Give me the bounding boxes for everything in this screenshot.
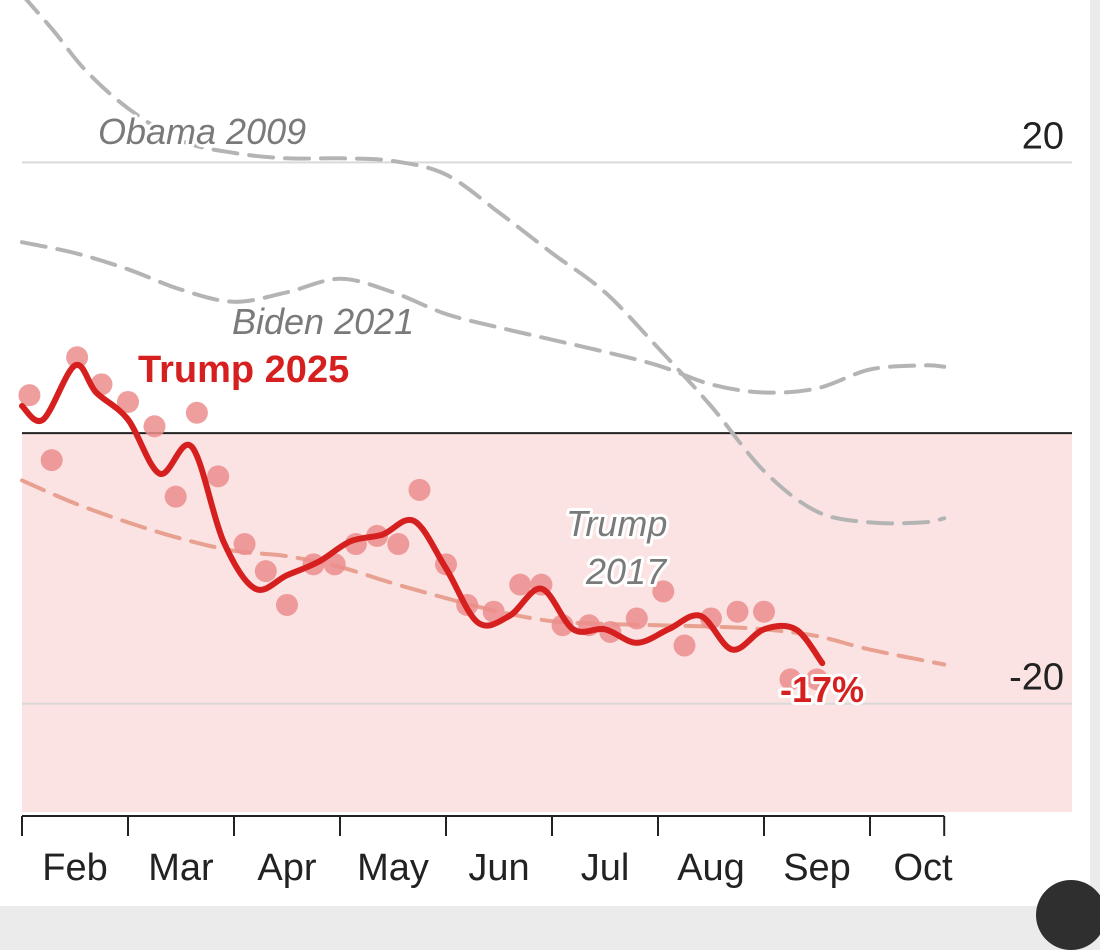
series-line-biden-2021 <box>20 240 947 395</box>
poll-point <box>233 533 256 556</box>
label-latest-value: -17% <box>780 669 864 710</box>
poll-point <box>117 390 139 413</box>
label-trump-2017-line1: Trump <box>566 503 667 544</box>
poll-point <box>185 401 208 424</box>
poll-point <box>408 478 431 501</box>
poll-point <box>673 634 696 657</box>
x-tick-label-oct: Oct <box>893 847 953 889</box>
y-tick-label-0: 20 <box>1022 115 1064 157</box>
poll-point <box>276 593 298 616</box>
poll-point <box>323 553 346 576</box>
poll-point <box>806 668 828 691</box>
poll-point <box>207 465 230 488</box>
poll-point <box>509 573 532 596</box>
poll-point <box>387 533 410 556</box>
label-trump-2017-line2: 2017 <box>585 551 668 592</box>
chart-card: 20 -20 Obama 2009 Biden 2021 Trump 2025 Trum… <box>0 0 1090 906</box>
poll-point <box>700 607 722 630</box>
series-line-trump-2025 <box>19 361 826 667</box>
poll-point <box>625 607 648 630</box>
poll-point <box>652 580 675 603</box>
x-tick-label-may: May <box>357 847 429 889</box>
x-tick-label-aug: Aug <box>677 847 745 889</box>
poll-point <box>254 560 277 583</box>
corner-avatar <box>1036 880 1100 950</box>
poll-point <box>164 485 187 508</box>
x-tick-label-apr: Apr <box>257 847 316 889</box>
poll-point <box>482 600 505 623</box>
label-biden-2021: Biden 2021 <box>232 301 414 342</box>
x-tick-label-jun: Jun <box>468 847 529 889</box>
x-tick-label-jul: Jul <box>581 847 630 889</box>
label-obama-2009: Obama 2009 <box>98 111 306 152</box>
poll-point <box>40 449 63 472</box>
x-tick-label-feb: Feb <box>42 847 107 889</box>
poll-point <box>18 384 41 407</box>
poll-point <box>726 600 749 623</box>
y-tick-label-1: -20 <box>1009 657 1064 699</box>
approval-chart: 20 -20 Obama 2009 Biden 2021 Trump 2025 Trum… <box>18 0 1072 889</box>
poll-point <box>753 600 775 623</box>
label-trump-2025: Trump 2025 <box>138 349 349 391</box>
x-tick-label-mar: Mar <box>148 847 214 889</box>
poll-point <box>779 668 802 691</box>
series-line-obama-2009 <box>24 0 947 526</box>
poll-point <box>66 346 89 369</box>
poll-point <box>143 415 166 438</box>
x-tick-label-sep: Sep <box>783 847 851 889</box>
